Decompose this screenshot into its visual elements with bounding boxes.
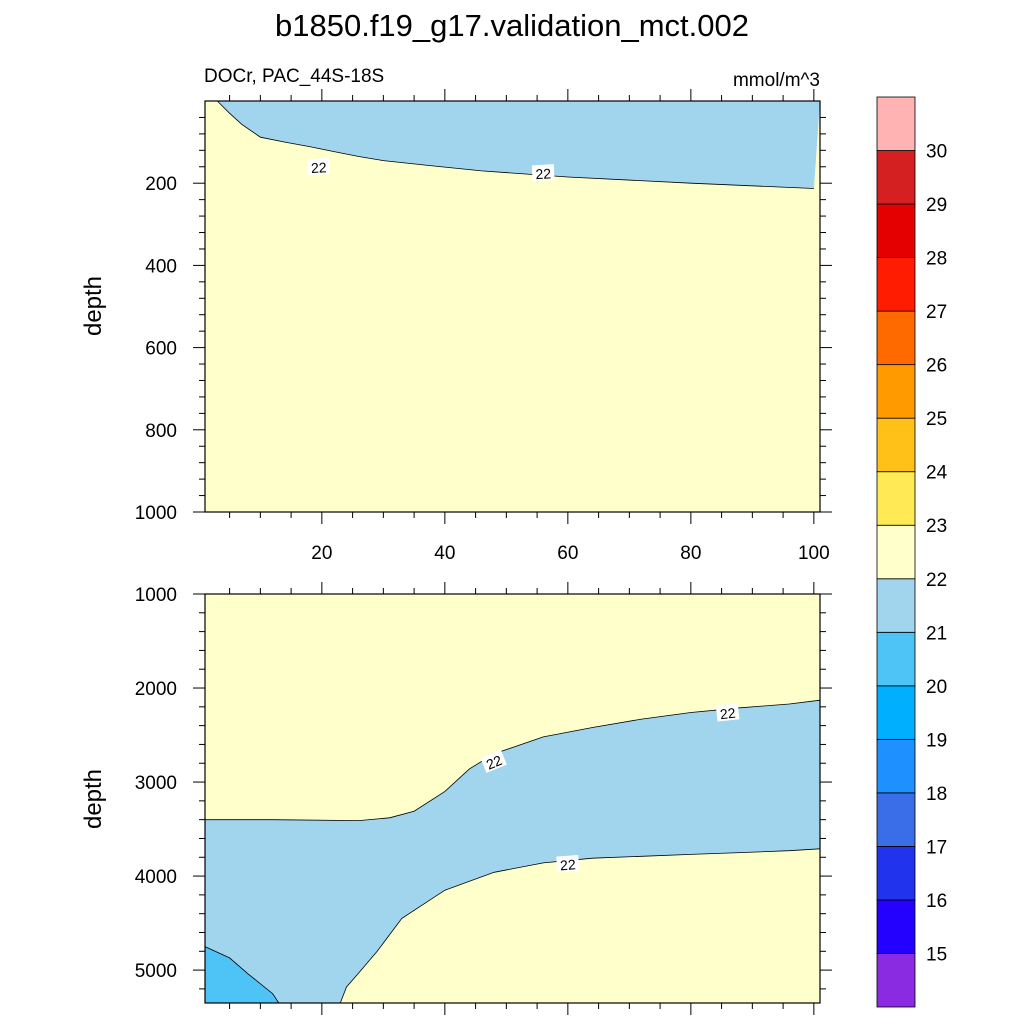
lower-y-tick-label: 1000 [135,585,177,606]
lower-region-21-22 [205,700,820,1003]
upper-x-tick-label: 60 [557,543,578,564]
upper-y-tick-label: 400 [145,256,177,277]
upper-x-tick-label: 20 [311,543,332,564]
colorbar-tick-label: 22 [926,570,947,591]
lower-y-tick-label: 3000 [135,773,177,794]
colorbar-swatch [876,310,916,366]
colorbar-swatch [876,364,916,419]
figure-title: b1850.f19_g17.validation_mct.002 [275,8,749,43]
lower-y-tick-label: 5000 [135,961,177,982]
contour-label-bg [715,703,740,722]
colorbar-swatch [876,738,916,794]
colorbar-tick-label: 23 [926,516,947,537]
upper-panel: 20 40 60 80 100 200 400 600 800 1000 depth 22 22 [80,89,832,564]
lower-isoline-21 [204,946,280,1004]
colorbar-swatch [876,257,916,312]
lower-contour-label: 22 [715,703,740,723]
colorbar-tick-label: 28 [926,249,947,270]
colorbar-swatch [876,524,916,580]
upper-contour-label: 22 [531,164,555,182]
contour-label-text: 22 [719,705,736,723]
colorbar-tick-label: 16 [926,891,947,912]
colorbar-swatch [876,417,916,473]
lower-frame [204,593,821,1004]
lower-panel: 1000 2000 3000 4000 5000 depth 22 22 22 [80,582,832,1015]
colorbar-swatch [876,953,916,1008]
colorbar-tick-label: 30 [926,142,947,163]
colorbar-tick-label: 21 [926,623,947,644]
colorbar-swatch [876,792,916,847]
upper-region-21-22 [217,101,821,189]
upper-y-axis-label: depth [80,276,107,336]
contour-label-bg [556,855,580,873]
colorbar-tick-label: 27 [926,302,947,323]
colorbar-swatch [876,471,916,526]
colorbar-swatch [876,150,916,205]
upper-contour-label: 22 [307,158,331,176]
colorbar-tick-label: 25 [926,409,947,430]
lower-contour-label: 22 [556,855,580,873]
lower-contour-label: 22 [480,749,507,773]
upper-x-tick-label: 80 [680,543,701,564]
colorbar-tick-label: 26 [926,356,947,377]
contour-label-text: 22 [311,159,328,176]
colorbar-tick-label: 17 [926,837,947,858]
upper-frame [204,100,821,513]
colorbar: 15 16 17 18 19 20 21 22 23 24 25 26 27 28 29 30 [876,96,948,1008]
contour-label-text: 22 [484,752,505,773]
upper-y-tick-label: 1000 [135,503,177,524]
upper-y-tick-label: 800 [145,421,177,442]
colorbar-tick-label: 29 [926,195,947,216]
contour-label-text: 22 [535,165,552,182]
lower-region-20-21 [205,946,279,1003]
lower-y-tick-label: 4000 [135,867,177,888]
lower-y-axis-label: depth [80,769,107,829]
colorbar-swatch [876,899,916,954]
colorbar-swatch [876,203,916,258]
upper-y-tick-label: 200 [145,174,177,195]
contour-label-bg [307,158,331,176]
colorbar-swatch [876,631,916,687]
colorbar-tick-label: 19 [926,730,947,751]
lower-y-tick-label: 2000 [135,679,177,700]
units-label: mmol/m^3 [733,70,820,91]
colorbar-swatch [876,96,916,151]
colorbar-tick-label: 24 [926,463,948,484]
colorbar-tick-label: 18 [926,784,947,805]
upper-x-tick-label: 40 [434,543,455,564]
colorbar-swatch [876,846,916,901]
contour-label-bg [480,749,507,773]
colorbar-swatch [876,578,916,633]
upper-y-tick-label: 600 [145,339,177,360]
upper-x-tick-label: 100 [798,543,830,564]
colorbar-tick-label: 20 [926,677,947,698]
contour-label-bg [531,164,555,182]
colorbar-swatch [876,685,916,740]
variable-subtitle: DOCr, PAC_44S-18S [204,66,384,87]
contour-label-text: 22 [560,856,577,873]
lower-lower-isoline-22 [339,848,821,1004]
colorbar-tick-label: 15 [926,944,947,965]
